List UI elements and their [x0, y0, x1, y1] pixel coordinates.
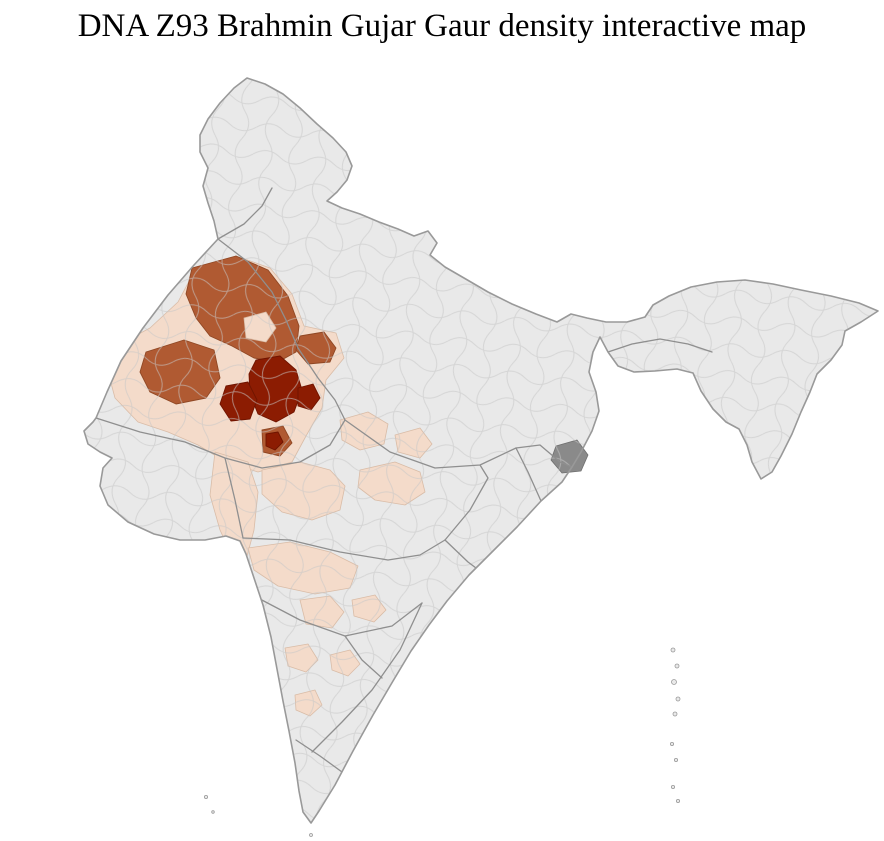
page-title: DNA Z93 Brahmin Gujar Gaur density inter…	[77, 8, 807, 44]
andaman-nicobar-islands[interactable]	[670, 647, 681, 804]
district-mesh	[84, 78, 878, 823]
lakshadweep-islands[interactable]	[203, 795, 313, 837]
india-outline	[83, 77, 879, 824]
